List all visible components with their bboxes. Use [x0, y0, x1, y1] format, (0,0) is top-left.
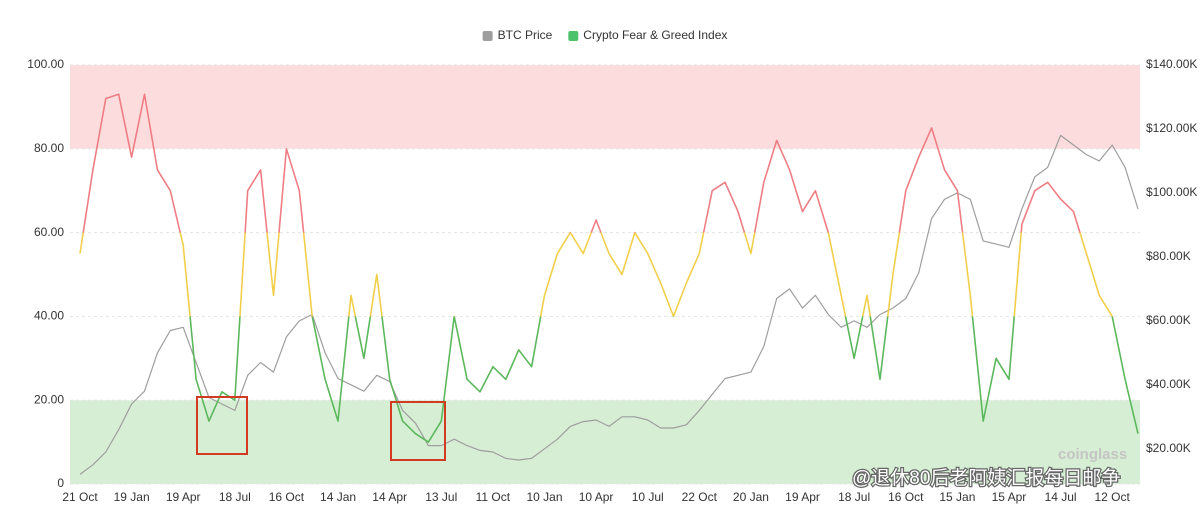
legend-swatch: [482, 31, 493, 41]
legend-swatch: [568, 31, 579, 41]
y-tick-label: 20.00: [34, 392, 64, 406]
watermark: coinglass: [1058, 446, 1127, 463]
x-tick-label: 15 Jan: [939, 490, 975, 504]
legend: BTC Price Crypto Fear & Greed Index: [482, 28, 727, 42]
x-tick-label: 14 Apr: [372, 490, 407, 504]
highlight-box: [196, 396, 248, 455]
x-tick-label: 16 Oct: [269, 490, 305, 504]
y2-tick-label: $80.00K: [1146, 249, 1191, 263]
y2-tick-label: $60.00K: [1146, 313, 1191, 327]
x-tick-label: 11 Oct: [476, 490, 511, 504]
y-tick-label: 100.00: [27, 57, 64, 71]
x-tick-label: 21 Oct: [62, 490, 98, 504]
y2-tick-label: $100.00K: [1146, 185, 1197, 199]
legend-label: BTC Price: [498, 28, 553, 42]
x-tick-label: 19 Jan: [114, 490, 150, 504]
y2-tick-label: $140.00K: [1146, 57, 1197, 71]
highlight-box: [390, 401, 446, 461]
x-tick-label: 10 Jan: [526, 490, 562, 504]
y-tick-label: 0: [57, 476, 64, 490]
y-tick-label: 40.00: [34, 309, 64, 323]
x-tick-label: 14 Jan: [320, 490, 356, 504]
x-tick-label: 18 Jul: [838, 490, 870, 504]
x-tick-label: 10 Jul: [632, 490, 664, 504]
x-tick-label: 16 Oct: [888, 490, 924, 504]
y-tick-label: 60.00: [34, 225, 64, 239]
zone-band: [70, 65, 1140, 149]
x-tick-label: 22 Oct: [682, 490, 718, 504]
x-tick-label: 19 Apr: [785, 490, 820, 504]
legend-label: Crypto Fear & Greed Index: [583, 28, 727, 42]
x-tick-label: 10 Apr: [579, 490, 614, 504]
y2-tick-label: $20.00K: [1146, 441, 1191, 455]
y-tick-label: 80.00: [34, 141, 64, 155]
x-tick-label: 14 Jul: [1045, 490, 1077, 504]
x-tick-label: 19 Apr: [166, 490, 201, 504]
x-tick-label: 15 Apr: [992, 490, 1027, 504]
series-line: [79, 134, 1139, 475]
x-tick-label: 12 Oct: [1095, 490, 1131, 504]
x-tick-label: 18 Jul: [219, 490, 251, 504]
y2-tick-label: $120.00K: [1146, 121, 1197, 135]
overlay-text: @退休80后老阿姨汇报每日邮争: [852, 467, 1120, 489]
zone-band: [70, 400, 1140, 484]
series-line: [79, 93, 1139, 443]
y2-tick-label: $40.00K: [1146, 377, 1191, 391]
x-tick-label: 20 Jan: [733, 490, 769, 504]
x-tick-label: 13 Jul: [425, 490, 457, 504]
